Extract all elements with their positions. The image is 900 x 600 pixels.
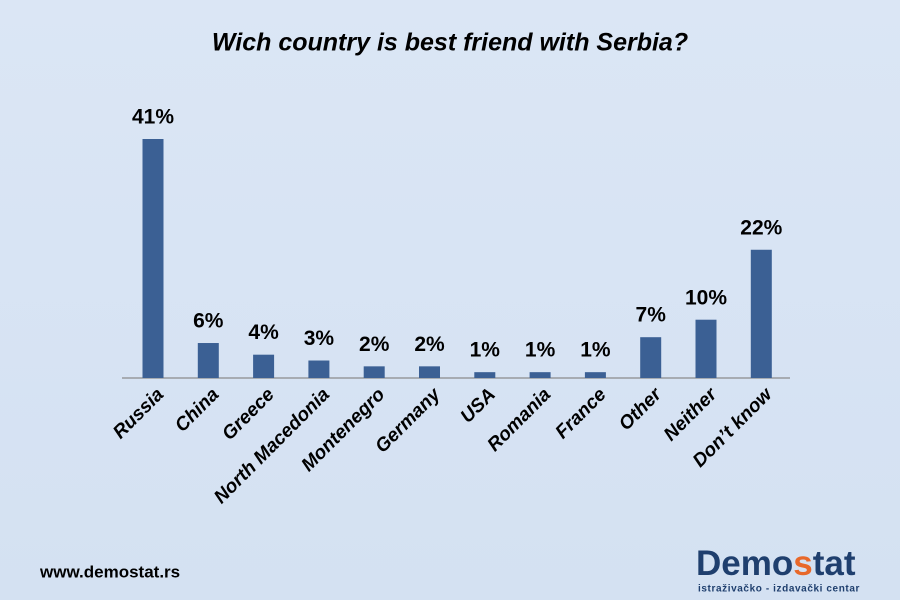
chart-title: Wich country is best friend with Serbia? [212, 29, 688, 57]
value-label: 2% [414, 333, 445, 356]
logo: Demostat [696, 544, 856, 583]
value-label: 41% [132, 106, 174, 129]
bar [308, 360, 330, 378]
bar [474, 372, 496, 378]
bar [197, 343, 219, 378]
value-label: 3% [304, 327, 335, 350]
value-label: 1% [525, 339, 556, 362]
logo-part: Demo [696, 544, 793, 583]
logo-tagline: istraživačko - izdavački centar [698, 584, 860, 595]
value-label: 1% [580, 339, 611, 362]
bar [419, 366, 440, 378]
bar [529, 372, 551, 378]
value-label: 1% [470, 339, 501, 362]
bar [584, 372, 606, 378]
value-label: 6% [193, 310, 224, 333]
website: www.demostat.rs [39, 562, 180, 581]
bar [142, 139, 164, 378]
value-label: 2% [359, 333, 390, 356]
value-label: 4% [248, 321, 279, 344]
value-label: 10% [685, 286, 727, 309]
bar [695, 319, 717, 378]
bar [363, 366, 385, 378]
logo-part: tat [813, 544, 856, 583]
bar [253, 354, 275, 378]
bar [750, 249, 772, 378]
value-label: 22% [740, 216, 782, 239]
value-label: 7% [636, 304, 667, 327]
bar [640, 337, 662, 378]
logo-part: s [793, 544, 812, 583]
